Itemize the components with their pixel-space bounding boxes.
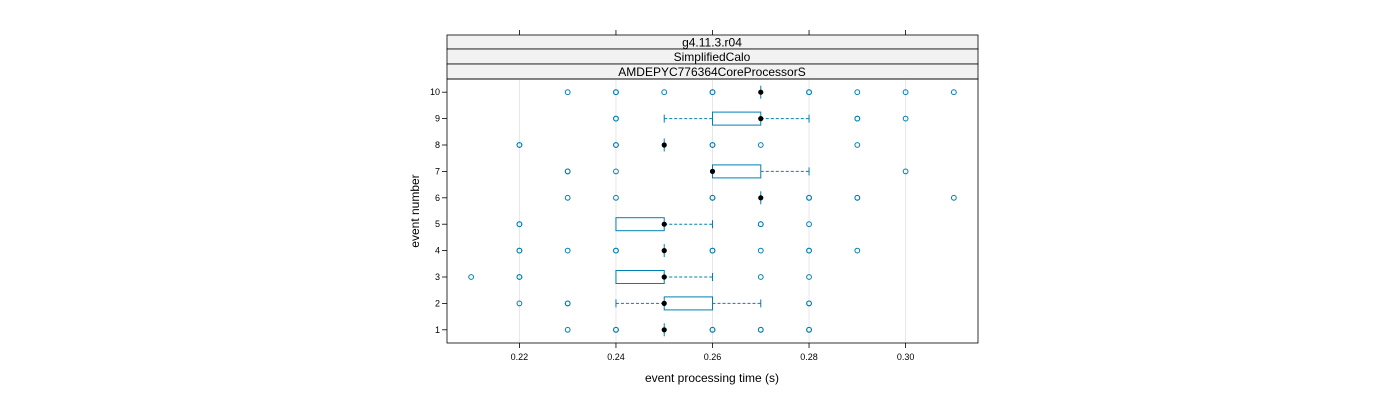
outlier-point [468, 274, 475, 280]
y-tick-label: 1 [435, 325, 440, 335]
y-tick-label: 6 [435, 193, 440, 203]
outlier-point [564, 326, 571, 333]
outlier-point [806, 247, 812, 254]
event-row-10 [564, 85, 957, 99]
event-row-9 [613, 111, 909, 126]
outlier-point [613, 89, 619, 96]
outlier-point [709, 247, 716, 254]
median-point [661, 327, 667, 333]
outlier-point [516, 221, 523, 228]
y-tick-label: 3 [435, 272, 440, 282]
outlier-point [564, 247, 571, 254]
outlier-point [854, 194, 861, 201]
outlier-point [516, 142, 523, 148]
outlier-point [757, 142, 764, 148]
outlier-point [613, 194, 619, 201]
x-tick-label: 0.28 [800, 352, 818, 362]
outlier-point [854, 142, 861, 148]
x-tick-label: 0.24 [607, 352, 625, 362]
outlier-point [709, 194, 716, 201]
x-axis: 0.22 0.24 0.26 0.28 0.30 [511, 30, 915, 362]
outlier-point [613, 168, 619, 175]
outlier-point [564, 168, 571, 175]
iqr-box [663, 296, 714, 311]
y-axis-title: event number [408, 174, 422, 247]
strip-label-version: g4.11.3.r04 [682, 36, 742, 50]
median-point [758, 116, 764, 122]
y-tick-label: 8 [435, 140, 440, 150]
median-point [758, 195, 764, 201]
outlier-point [950, 89, 957, 96]
outlier-point [806, 194, 812, 201]
outlier-point [709, 142, 716, 148]
event-row-1 [564, 323, 812, 337]
outlier-point [516, 247, 523, 254]
outlier-point [613, 115, 619, 122]
outlier-point [806, 300, 812, 307]
outlier-point [564, 89, 571, 96]
outlier-point [806, 221, 812, 228]
x-axis-title: event processing time (s) [645, 371, 779, 385]
event-row-2 [516, 296, 812, 311]
outlier-point [709, 326, 716, 333]
x-tick-label: 0.22 [511, 352, 529, 362]
outlier-point [757, 247, 764, 254]
outlier-point [613, 142, 619, 148]
median-point [758, 89, 764, 95]
y-tick-label: 7 [435, 166, 440, 176]
event-row-7 [564, 164, 909, 179]
median-point [661, 142, 667, 148]
median-point [661, 300, 667, 306]
outlier-point [854, 89, 861, 96]
outlier-point [613, 247, 619, 254]
median-point [661, 221, 667, 227]
event-row-4 [516, 244, 861, 258]
iqr-box [615, 217, 665, 232]
strip-label-geometry: SimplifiedCalo [674, 50, 751, 64]
outlier-point [806, 274, 812, 280]
median-point [661, 248, 667, 254]
x-tick-label: 0.30 [897, 352, 915, 362]
strip-headers: g4.11.3.r04 SimplifiedCalo AMDEPYC776364… [446, 34, 979, 80]
strip-label-processor: AMDEPYC776364CoreProcessorS [618, 65, 805, 79]
median-point [661, 274, 667, 280]
outlier-point [806, 326, 812, 333]
outlier-point [564, 300, 571, 307]
event-row-5 [516, 217, 812, 232]
outlier-point [613, 326, 619, 333]
outlier-point [806, 89, 812, 96]
y-axis: 1 2 3 4 5 6 7 8 9 10 [430, 87, 447, 335]
iqr-box [712, 111, 762, 126]
event-row-3 [468, 270, 812, 284]
y-tick-label: 2 [435, 298, 440, 308]
event-row-8 [516, 138, 861, 152]
outlier-point [661, 89, 668, 96]
event-row-6 [564, 191, 957, 205]
outlier-point [902, 115, 909, 122]
outlier-point [854, 115, 861, 122]
outlier-point [516, 274, 523, 280]
outlier-point [516, 300, 523, 307]
outlier-point [564, 194, 571, 201]
plot-marks [468, 85, 957, 337]
outlier-point [950, 194, 957, 201]
y-tick-label: 4 [435, 246, 440, 256]
iqr-box [712, 164, 762, 179]
outlier-point [757, 221, 764, 228]
y-tick-label: 5 [435, 219, 440, 229]
iqr-box [615, 270, 665, 284]
outlier-point [709, 89, 716, 96]
x-tick-label: 0.26 [704, 352, 722, 362]
outlier-point [757, 326, 764, 333]
y-tick-label: 9 [435, 114, 440, 124]
outlier-point [902, 89, 909, 96]
median-point [709, 168, 716, 174]
outlier-point [854, 247, 861, 254]
y-tick-label: 10 [430, 87, 440, 97]
outlier-point [757, 274, 764, 280]
outlier-point [902, 168, 909, 175]
